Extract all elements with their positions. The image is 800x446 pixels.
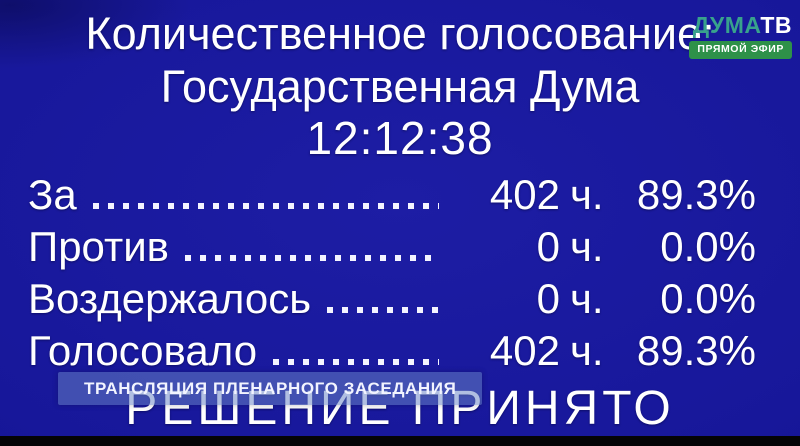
vote-row-count: 0	[536, 222, 560, 270]
channel-logo-tv: ТВ	[760, 12, 792, 38]
dot-leader	[92, 203, 439, 209]
vote-row-count: 402	[489, 326, 560, 374]
vote-row-label: Воздержалось	[28, 274, 312, 322]
channel-logo-name: ДУМАТВ	[689, 12, 792, 38]
vote-row-percent: 89.3%	[636, 326, 756, 374]
dot-leader	[273, 359, 439, 365]
vote-type-title: Количественное голосование:	[85, 8, 715, 59]
dot-leader	[185, 255, 439, 261]
vote-row-label: Голосовало	[28, 326, 258, 374]
live-broadcast-badge: ПРЯМОЙ ЭФИР	[689, 41, 792, 59]
vote-row-for: За 402 ч. 89.3%	[28, 166, 756, 218]
dot-leader	[327, 307, 439, 313]
vote-row-against: Против 0 ч. 0.0%	[28, 218, 756, 270]
title-block: Количественное голосование: Государствен…	[0, 7, 800, 163]
vote-row-voted-total: Голосовало 402 ч. 89.3%	[28, 322, 756, 374]
vote-row-percent: 0.0%	[660, 274, 756, 322]
vote-row-unit: ч.	[570, 222, 604, 270]
channel-logo: ДУМАТВ ПРЯМОЙ ЭФИР	[689, 12, 792, 59]
vote-row-percent: 0.0%	[660, 222, 756, 270]
channel-logo-duma: ДУМА	[692, 12, 761, 38]
broadcast-caption-badge: ТРАНСЛЯЦИЯ ПЛЕНАРНОГО ЗАСЕДАНИЯ	[58, 372, 483, 405]
vote-row-unit: ч.	[570, 170, 604, 218]
vote-row-count: 0	[536, 274, 560, 322]
vote-row-unit: ч.	[570, 326, 604, 374]
vote-row-label: За	[28, 170, 77, 218]
vote-row-abstained: Воздержалось 0 ч. 0.0%	[28, 270, 756, 322]
chamber-title: Государственная Дума	[160, 61, 640, 112]
vote-clock: 12:12:38	[306, 112, 494, 164]
vote-row-label: Против	[28, 222, 169, 270]
vote-row-percent: 89.3%	[636, 170, 756, 218]
vote-row-unit: ч.	[570, 274, 604, 322]
vote-row-count: 402	[489, 170, 560, 218]
letterbox-bar	[0, 436, 800, 446]
vote-results-table: За 402 ч. 89.3% Против 0 ч. 0.0% Воздерж…	[28, 166, 756, 374]
